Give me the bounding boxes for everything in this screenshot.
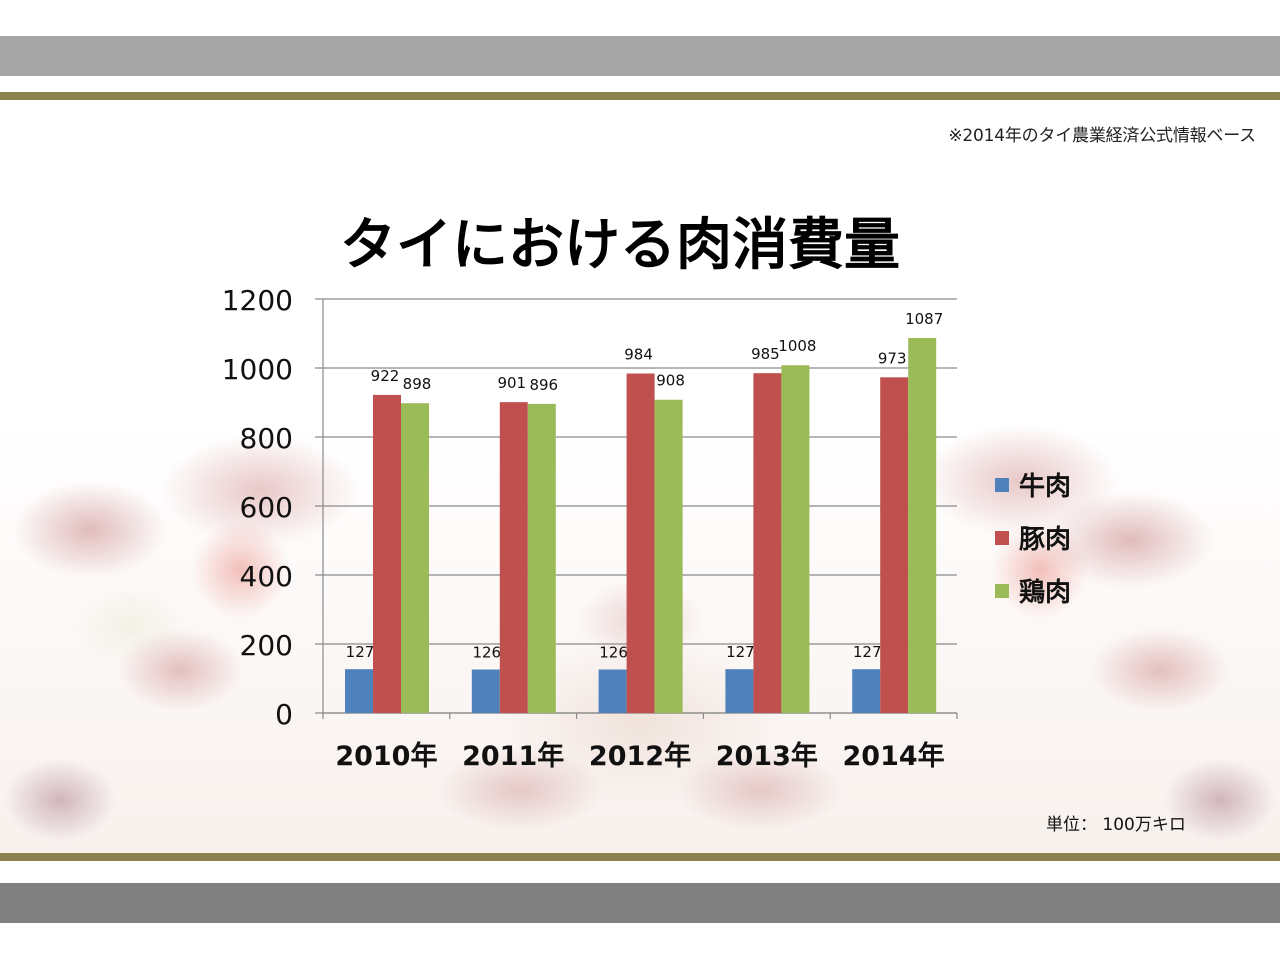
legend-label-beef: 牛肉: [1019, 472, 1072, 502]
data-label: 984: [624, 346, 653, 364]
y-tick-label: 1200: [222, 284, 293, 317]
data-label: 127: [346, 643, 375, 661]
data-label: 1087: [905, 310, 943, 328]
data-label: 126: [472, 644, 501, 662]
data-label: 985: [751, 345, 780, 363]
bar: [598, 669, 627, 713]
bar: [725, 669, 754, 713]
bar: [471, 669, 500, 713]
chart-title: タイにおける肉消費量: [340, 213, 900, 278]
legend-item-pork: 豚肉: [995, 511, 1071, 564]
legend-label-pork: 豚肉: [1019, 525, 1072, 555]
data-label: 126: [599, 644, 628, 662]
x-tick-label: 2013年: [716, 740, 818, 772]
y-tick-label: 600: [240, 491, 293, 524]
y-tick-label: 400: [240, 560, 293, 593]
data-label: 973: [878, 349, 907, 367]
unit-note: 単位： 100万キロ: [1046, 815, 1186, 835]
bar: [345, 669, 373, 713]
source-note: ※2014年のタイ農業経済公式情報ベース: [948, 126, 1256, 146]
bottom-decor-band: [0, 883, 1280, 923]
data-label: 922: [371, 367, 400, 385]
data-label: 901: [497, 374, 526, 392]
legend-item-chicken: 鶏肉: [995, 564, 1071, 617]
x-tick-label: 2012年: [589, 740, 691, 772]
y-tick-label: 1000: [222, 353, 293, 386]
top-decor-band: [0, 36, 1280, 76]
bar: [527, 403, 556, 713]
y-tick-label: 200: [240, 629, 293, 662]
data-label: 908: [656, 372, 685, 390]
bar: [401, 403, 429, 713]
bar: [626, 373, 655, 713]
bar: [852, 669, 881, 713]
bottom-gold-rule: [0, 853, 1280, 861]
data-label: 127: [853, 643, 882, 661]
bar: [753, 373, 782, 713]
legend-swatch-beef: [995, 477, 1009, 492]
bar: [908, 337, 937, 713]
data-label: 127: [726, 643, 755, 661]
legend-swatch-pork: [995, 530, 1009, 545]
bar: [880, 377, 909, 713]
data-label: 896: [529, 376, 558, 394]
y-tick-label: 0: [275, 698, 293, 731]
bar: [654, 399, 683, 713]
chart-legend: 牛肉 豚肉 鶏肉: [995, 458, 1071, 617]
y-tick-label: 800: [240, 422, 293, 455]
bar: [499, 402, 528, 713]
x-tick-label: 2014年: [843, 740, 945, 772]
x-tick-label: 2011年: [462, 740, 564, 772]
top-gold-rule: [0, 92, 1280, 100]
legend-label-chicken: 鶏肉: [1019, 578, 1072, 608]
legend-swatch-chicken: [995, 583, 1009, 598]
bar: [781, 365, 810, 713]
data-label: 898: [403, 375, 432, 393]
x-tick-label: 2010年: [335, 740, 437, 772]
bar: [373, 394, 401, 713]
legend-item-beef: 牛肉: [995, 458, 1071, 511]
data-label: 1008: [778, 337, 816, 355]
